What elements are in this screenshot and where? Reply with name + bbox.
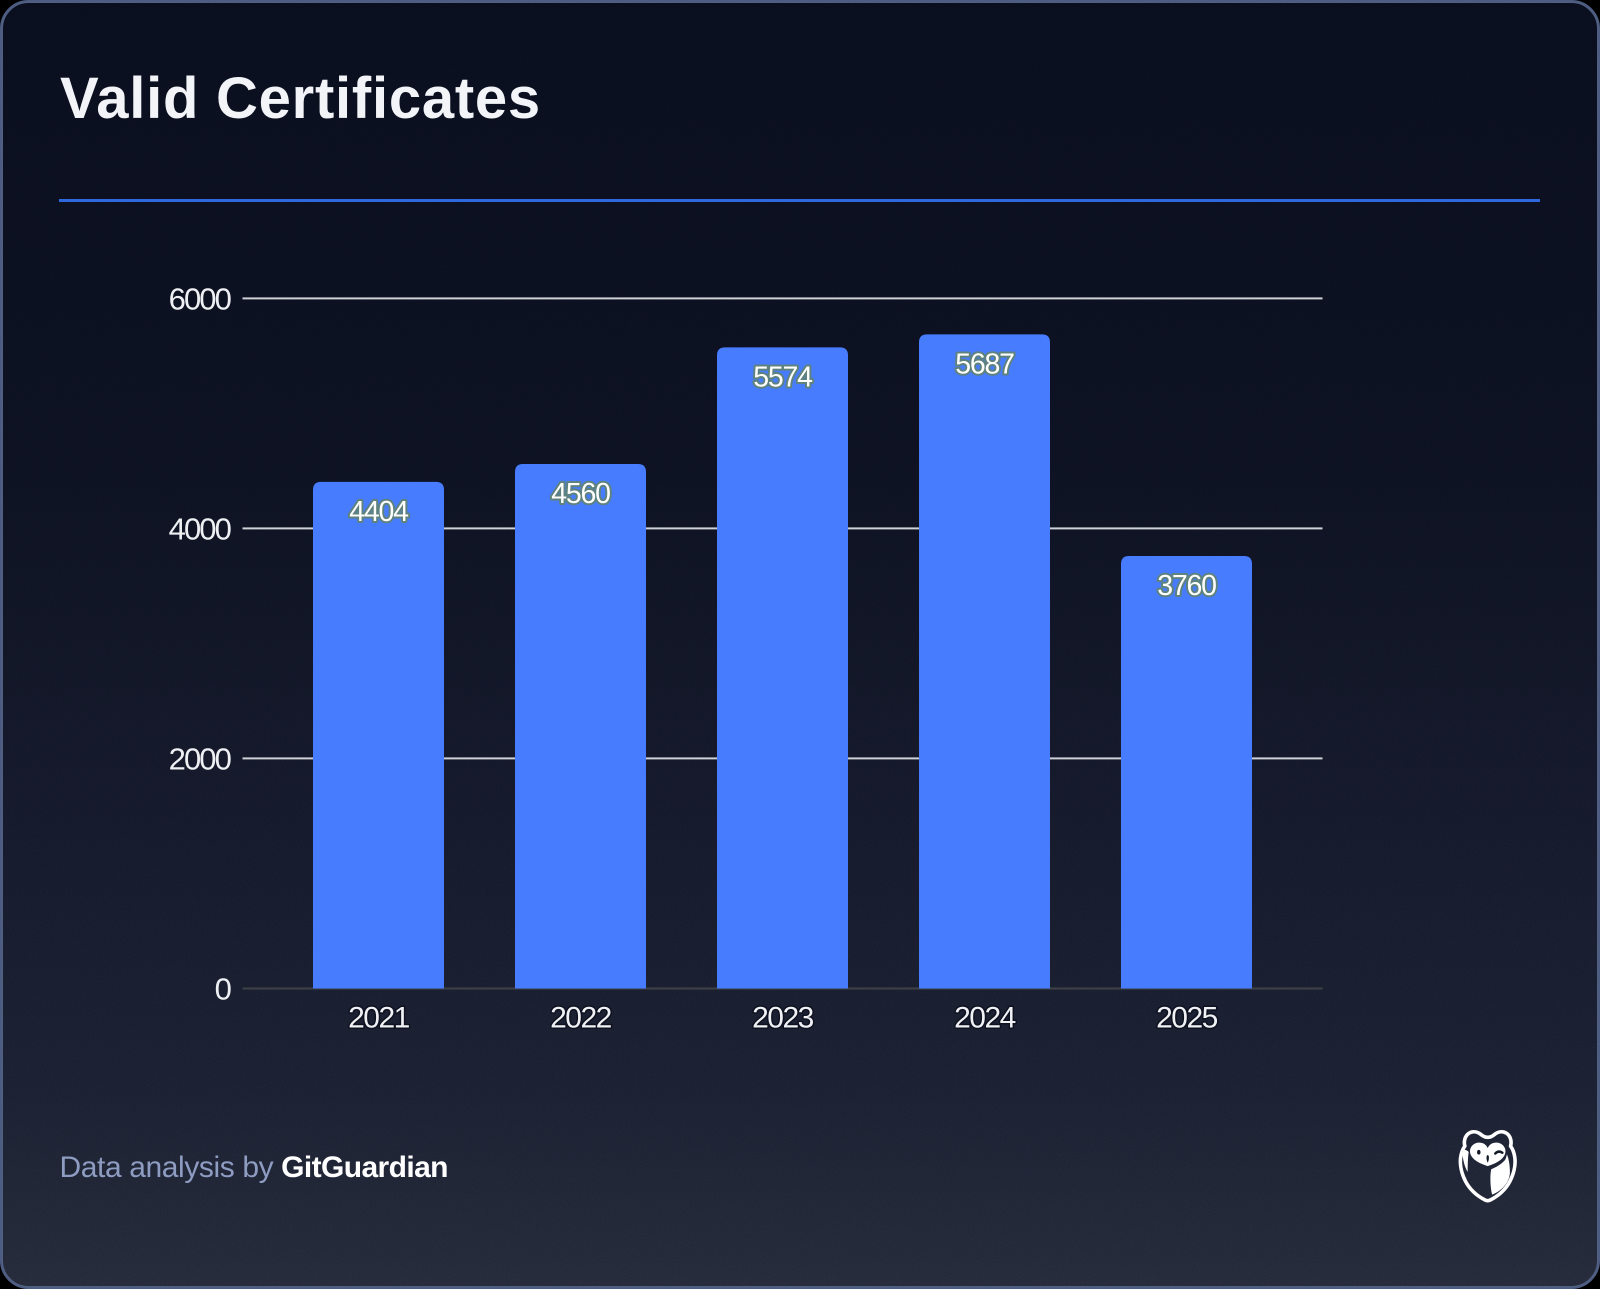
svg-text:2024: 2024 xyxy=(954,1002,1016,1035)
svg-text:2025: 2025 xyxy=(1156,1002,1218,1035)
svg-text:4404: 4404 xyxy=(349,496,409,528)
svg-text:2000: 2000 xyxy=(169,741,232,776)
svg-text:6000: 6000 xyxy=(169,281,232,316)
svg-text:2023: 2023 xyxy=(752,1002,814,1035)
svg-text:2022: 2022 xyxy=(550,1002,612,1035)
svg-text:Data analysis by GitGuardian: Data analysis by GitGuardian xyxy=(60,1151,448,1184)
svg-text:2021: 2021 xyxy=(348,1002,410,1035)
svg-text:5687: 5687 xyxy=(955,349,1014,381)
svg-text:4560: 4560 xyxy=(551,478,610,510)
svg-text:5574: 5574 xyxy=(753,362,813,394)
svg-text:0: 0 xyxy=(215,971,232,1006)
svg-text:4000: 4000 xyxy=(169,511,232,546)
svg-text:3760: 3760 xyxy=(1157,570,1216,602)
svg-text:Valid Certificates: Valid Certificates xyxy=(60,66,541,131)
